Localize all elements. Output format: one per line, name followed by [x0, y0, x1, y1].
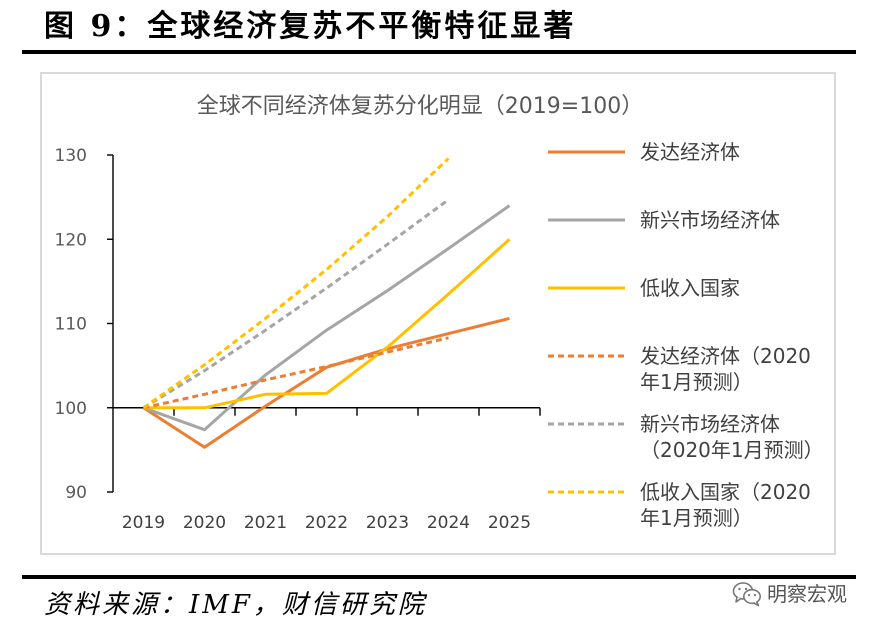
legend-label: 新兴市场经济体（2020年1月预测） [640, 412, 824, 462]
legend-item: 新兴市场经济体 [548, 208, 780, 232]
chart-title: 全球不同经济体复苏分化明显（2019=100） [197, 94, 643, 119]
y-tick-label: 100 [55, 399, 87, 419]
watermark-text: 明察宏观 [767, 582, 847, 606]
chart-frame [40, 72, 836, 555]
x-tick-label: 2024 [427, 513, 470, 533]
source-note: 资料来源：IMF，财信研究院 [44, 590, 427, 620]
legend-item: 低收入国家（2020 年1月预测） [548, 480, 811, 530]
y-tick-label: 110 [55, 315, 87, 335]
legend-label: 新兴市场经济体 [640, 208, 780, 232]
plot-area [142, 157, 511, 449]
legend-item: 发达经济体 [548, 140, 740, 164]
x-tick-label: 2022 [305, 513, 348, 533]
watermark: 明察宏观 [732, 580, 847, 608]
legend: 发达经济体 新兴市场经济体 低收入国家 发达经济体（2020 年1月预测） 新兴市… [548, 140, 824, 530]
y-axis: 90 100 110 120 130 [55, 146, 114, 503]
x-tick-label: 2019 [122, 513, 165, 533]
low-income-forecast-line [142, 157, 450, 410]
header-rule [22, 50, 856, 54]
developed-economies-line [142, 316, 510, 449]
y-tick-label: 90 [65, 483, 87, 503]
legend-label: 发达经济体 [640, 140, 740, 164]
x-tick-label: 2020 [183, 513, 226, 533]
developed-economies-forecast-line [143, 336, 449, 410]
legend-label: 低收入国家（2020 年1月预测） [640, 480, 811, 530]
figure-title: 图 9：全球经济复苏不平衡特征显著 [44, 9, 577, 44]
legend-label: 低收入国家 [640, 276, 740, 300]
footer-rule [22, 575, 856, 579]
legend-item: 低收入国家 [548, 276, 740, 300]
emerging-markets-line [142, 204, 511, 432]
wechat-icon [732, 582, 761, 607]
x-tick-label: 2021 [244, 513, 287, 533]
legend-label: 发达经济体（2020 年1月预测） [640, 344, 811, 394]
y-tick-label: 130 [55, 146, 87, 166]
x-axis: 2019 2020 2021 2022 2023 2024 2025 [113, 407, 541, 533]
x-tick-label: 2023 [366, 513, 409, 533]
emerging-markets-forecast-line [142, 198, 450, 410]
legend-item: 新兴市场经济体（2020年1月预测） [548, 412, 824, 462]
legend-item: 发达经济体（2020 年1月预测） [548, 344, 811, 394]
x-tick-label: 2025 [488, 513, 531, 533]
low-income-line [143, 238, 511, 410]
y-tick-label: 120 [55, 230, 87, 250]
